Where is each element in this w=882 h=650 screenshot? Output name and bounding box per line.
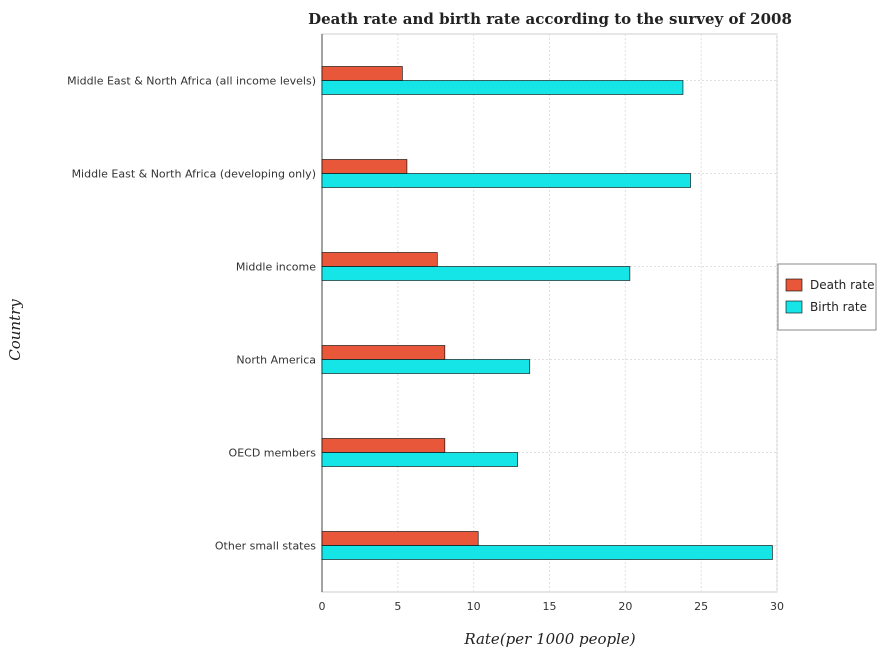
birth-rate-bar <box>321 359 531 374</box>
birth-rate-bar <box>321 173 691 188</box>
y-tick-label: Middle income <box>236 261 316 274</box>
x-tick-label: 0 <box>319 600 326 613</box>
x-tick-label: 5 <box>394 600 401 613</box>
x-tick-label: 10 <box>467 600 481 613</box>
bars <box>321 66 773 560</box>
y-tick-label: Middle East & North Africa (developing o… <box>72 168 316 181</box>
y-tick-label: Middle East & North Africa (all income l… <box>67 75 316 88</box>
legend-label-death-rate: Death rate <box>810 278 874 292</box>
chart-title: Death rate and birth rate according to t… <box>308 10 792 28</box>
y-tick-label: North America <box>236 354 316 367</box>
legend-swatch-birth-rate <box>785 300 803 314</box>
death-rate-bar <box>321 531 479 546</box>
x-tick-labels: 0 5 10 15 20 25 30 <box>319 600 785 613</box>
birth-rate-bar <box>321 266 631 281</box>
x-tick-label: 20 <box>618 600 632 613</box>
x-tick-label: 30 <box>770 600 784 613</box>
legend-box <box>777 263 877 331</box>
y-tick-label: Other small states <box>215 540 316 553</box>
legend: Death rate Birth rate <box>777 263 877 331</box>
y-tick-labels: Middle East & North Africa (all income l… <box>67 75 316 553</box>
legend-swatch-death-rate <box>785 278 803 292</box>
death-rate-bar <box>321 345 446 360</box>
y-axis-label: Country <box>6 299 24 361</box>
y-tick-label: OECD members <box>229 447 317 460</box>
death-rate-bar <box>321 66 403 81</box>
grid <box>321 33 778 593</box>
legend-label-birth-rate: Birth rate <box>810 300 867 314</box>
death-rate-bar <box>321 252 438 267</box>
x-tick-label: 25 <box>694 600 708 613</box>
birth-rate-bar <box>321 452 518 467</box>
plot-area-border <box>321 33 778 593</box>
x-tick-label: 15 <box>543 600 557 613</box>
birth-rate-bar <box>321 545 773 560</box>
birth-rate-bar <box>321 80 684 95</box>
death-rate-bar <box>321 159 408 174</box>
x-axis-label: Rate(per 1000 people) <box>463 630 635 648</box>
death-rate-bar <box>321 438 446 453</box>
